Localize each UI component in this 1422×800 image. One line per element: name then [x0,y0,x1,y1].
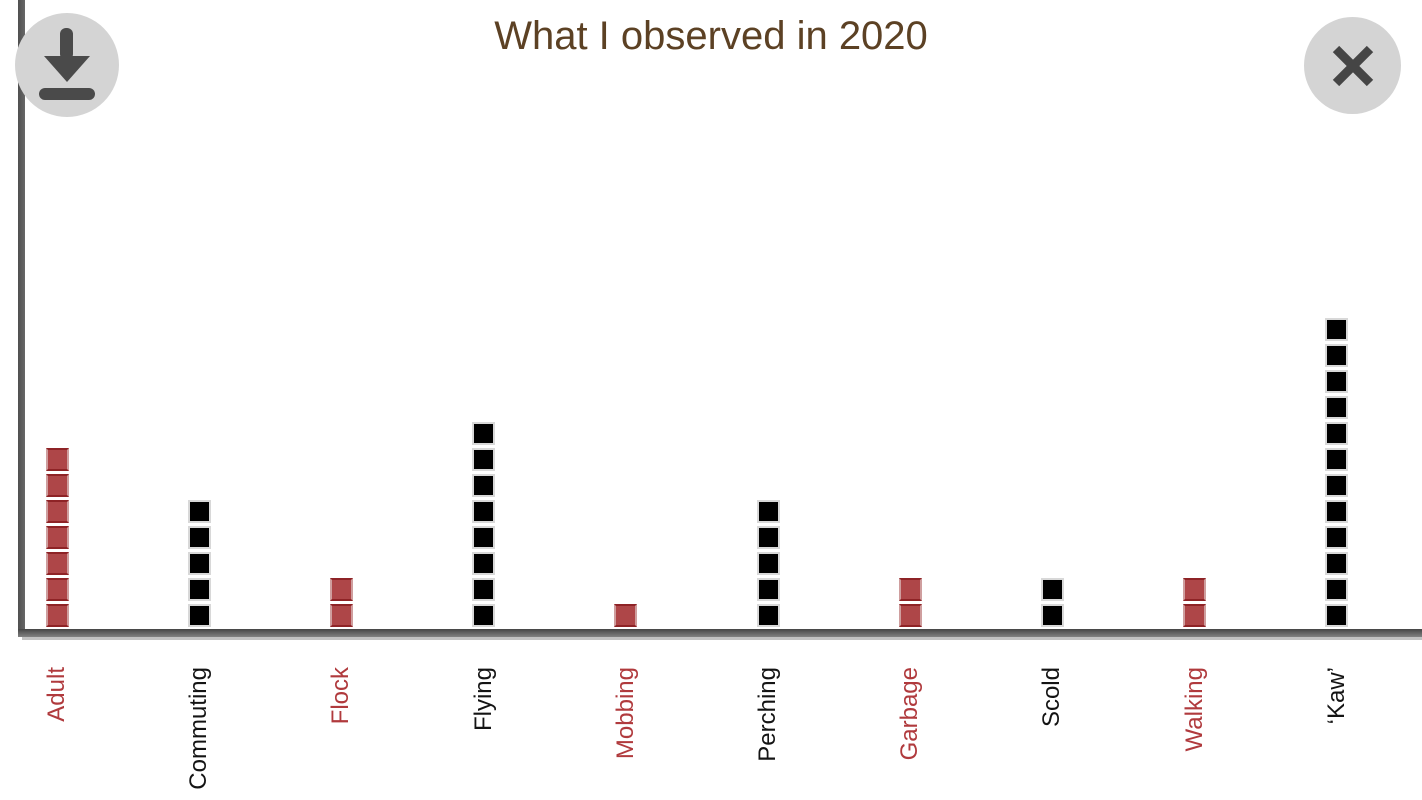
x-tick-label-perching: Perching [754,667,781,762]
x-axis-shadow [22,637,1422,640]
unit-square [46,578,69,601]
unit-square [472,448,495,471]
unit-square [1183,578,1206,601]
unit-square [188,552,211,575]
x-tick-label-walking: Walking [1181,667,1208,752]
unit-square [46,500,69,523]
unit-square [757,526,780,549]
x-tick-label-commuting: Commuting [185,667,212,790]
x-tick-label-flying: Flying [470,667,497,732]
unit-square [1041,578,1064,601]
unit-square [472,422,495,445]
unit-square [757,604,780,627]
unit-square [472,500,495,523]
chart-title: What I observed in 2020 [494,14,928,58]
unit-square [46,474,69,497]
unit-square [472,578,495,601]
unit-square [1325,500,1348,523]
unit-square [757,552,780,575]
bar-column-walking [1183,578,1206,627]
unit-square [1041,604,1064,627]
unit-square [188,578,211,601]
y-axis-line [18,0,25,637]
unit-square [614,604,637,627]
unit-square [757,500,780,523]
x-tick-label-adult: Adult [43,667,70,722]
close-icon [1332,45,1373,86]
unit-square [1183,604,1206,627]
unit-square [188,604,211,627]
unit-square [899,578,922,601]
unit-square [1325,552,1348,575]
unit-square [472,604,495,627]
unit-square [899,604,922,627]
unit-square [46,448,69,471]
unit-square [1325,474,1348,497]
unit-square [472,552,495,575]
bar-column-perching [757,500,780,627]
x-tick-label-garbage: Garbage [896,667,923,761]
x-axis-line [18,629,1422,637]
unit-square [188,500,211,523]
unit-square [46,552,69,575]
bar-column-flying [472,422,495,627]
bar-column-commuting [188,500,211,627]
unit-square [1325,604,1348,627]
unit-square [1325,344,1348,367]
bar-column-kaw [1325,318,1348,627]
bar-column-mobbing [614,604,637,627]
x-tick-label-mobbing: Mobbing [612,667,639,760]
unit-square [1325,370,1348,393]
unit-square [1325,578,1348,601]
x-tick-label-kaw: ‘Kaw’ [1323,667,1350,725]
unit-square [1325,422,1348,445]
unit-square [330,604,353,627]
unit-square [330,578,353,601]
unit-square [1325,448,1348,471]
x-tick-label-scold: Scold [1038,667,1065,728]
unit-square [757,578,780,601]
close-button[interactable] [1304,17,1401,114]
bar-column-adult [46,448,69,627]
unit-square [472,526,495,549]
bar-column-garbage [899,578,922,627]
x-tick-label-flock: Flock [327,667,354,725]
bar-column-scold [1041,578,1064,627]
unit-square [188,526,211,549]
unit-square [472,474,495,497]
unit-square [1325,318,1348,341]
unit-square [1325,396,1348,419]
download-button[interactable] [15,13,119,117]
unit-square [46,604,69,627]
unit-square [1325,526,1348,549]
bar-column-flock [330,578,353,627]
download-icon [39,28,95,100]
unit-square [46,526,69,549]
